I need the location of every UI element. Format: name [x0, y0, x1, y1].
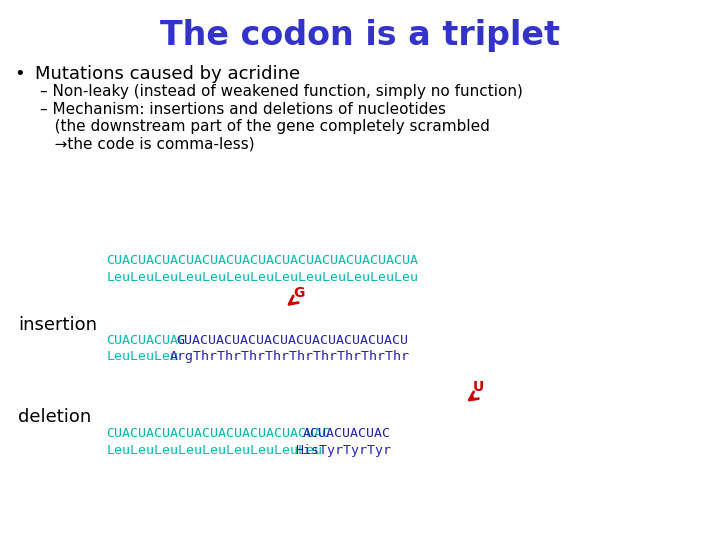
Text: (the downstream part of the gene completely scrambled: (the downstream part of the gene complet… — [40, 119, 490, 134]
Text: Mutations caused by acridine: Mutations caused by acridine — [35, 65, 300, 83]
Text: LeuLeuLeuLeuLeuLeuLeuLeuLeu: LeuLeuLeuLeuLeuLeuLeuLeuLeu — [107, 444, 323, 457]
Text: LeuLeuLeu: LeuLeuLeu — [107, 350, 179, 363]
Text: – Non-leaky (instead of weakened function, simply no function): – Non-leaky (instead of weakened functio… — [40, 84, 523, 99]
Text: UACUACUACUACUACUACUACUACUACU: UACUACUACUACUACUACUACUACUACU — [184, 334, 408, 347]
Text: CUACUACUACUACUACUACUACUACUAC: CUACUACUACUACUACUACUACUACUAC — [107, 427, 330, 440]
Text: The codon is a triplet: The codon is a triplet — [160, 19, 560, 52]
Text: ArgThrThrThrThrThrThrThrThrThr: ArgThrThrThrThrThrThrThrThrThr — [169, 350, 410, 363]
Text: CUACUACUAC: CUACUACUAC — [107, 334, 186, 347]
Text: U: U — [473, 380, 485, 394]
Text: deletion: deletion — [18, 408, 91, 426]
Text: G: G — [176, 334, 184, 347]
Text: – Mechanism: insertions and deletions of nucleotides: – Mechanism: insertions and deletions of… — [40, 102, 446, 117]
Text: •: • — [14, 65, 25, 83]
Text: →the code is comma-less): →the code is comma-less) — [40, 136, 254, 151]
Text: LeuLeuLeuLeuLeuLeuLeuLeuLeuLeuLeuLeuLeu: LeuLeuLeuLeuLeuLeuLeuLeuLeuLeuLeuLeuLeu — [107, 271, 418, 284]
Text: HisTyrTyrTyr: HisTyrTyrTyr — [295, 444, 392, 457]
Text: insertion: insertion — [18, 316, 97, 334]
Text: G: G — [293, 286, 305, 300]
Text: ACUACUACUAC: ACUACUACUAC — [302, 427, 390, 440]
Text: CUACUACUACUACUACUACUACUACUACUACUACUACUA: CUACUACUACUACUACUACUACUACUACUACUACUACUA — [107, 254, 418, 267]
